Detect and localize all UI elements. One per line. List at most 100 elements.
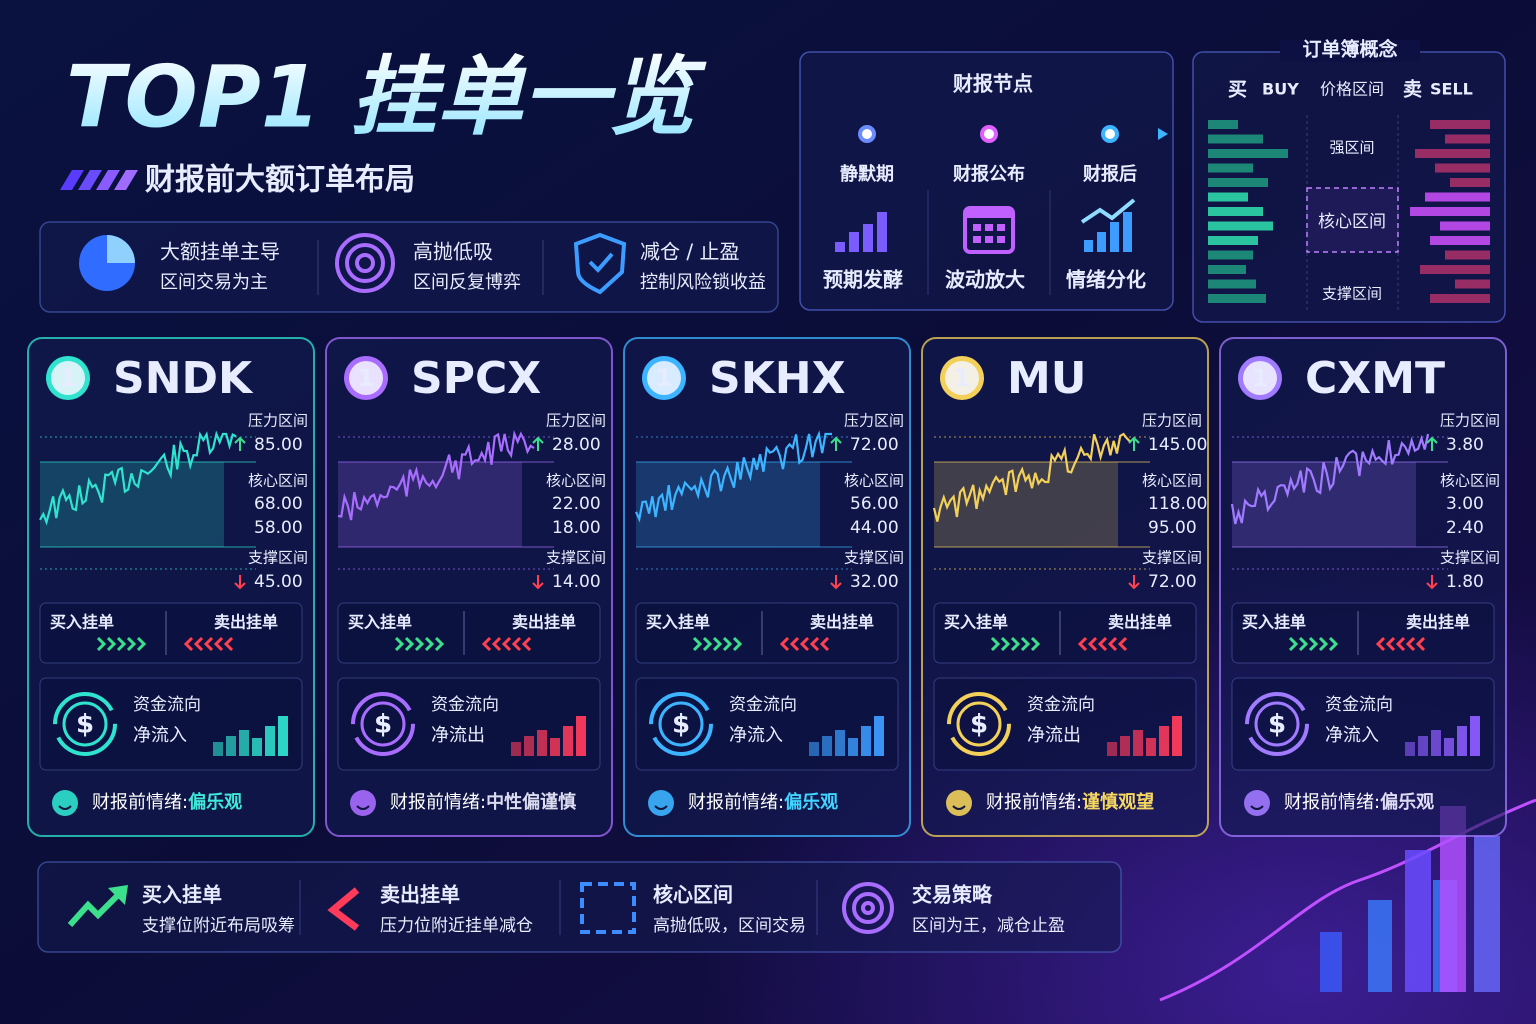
ticker: SKHX xyxy=(709,353,846,404)
chevron xyxy=(424,636,435,652)
feature-desc: 区间交易为主 xyxy=(160,272,268,293)
chevron xyxy=(203,636,214,652)
core-label: 核心区间 xyxy=(546,472,606,490)
sell-depth xyxy=(1415,149,1490,158)
sentiment-face xyxy=(1244,790,1270,816)
sentiment-smile xyxy=(1250,805,1264,810)
decoration xyxy=(1159,798,1536,1002)
core-low-value: 58.00 xyxy=(254,518,303,538)
chevron xyxy=(136,636,147,652)
calendar-cell xyxy=(973,224,981,231)
flow-bar xyxy=(563,726,573,756)
flow-bar xyxy=(239,730,249,756)
icon-bar xyxy=(1110,222,1119,252)
price-line xyxy=(39,430,237,526)
down-arrow xyxy=(830,575,842,590)
up-arrow xyxy=(1426,436,1438,451)
sentiment: 财报前情绪:偏乐观 xyxy=(92,791,242,813)
rank: 1 xyxy=(656,364,673,392)
flow-bar xyxy=(861,726,871,756)
feature-title: 减仓 / 止盈 xyxy=(640,240,739,264)
sentiment-value: 偏乐观 xyxy=(1380,791,1434,813)
buy-orders: 买入挂单 xyxy=(944,613,1008,632)
currency-symbol: $ xyxy=(1268,710,1286,740)
chevron xyxy=(702,636,713,652)
sell-depth xyxy=(1440,221,1490,231)
sell-depth xyxy=(1420,265,1490,274)
shield-icon xyxy=(573,232,627,295)
flow-icon xyxy=(947,692,1011,756)
ticker: SPCX xyxy=(411,353,541,404)
icon-bar xyxy=(877,212,887,252)
pressure-label: 压力区间 xyxy=(248,412,308,430)
stage-name: 静默期 xyxy=(840,163,894,185)
icon-bar xyxy=(849,232,859,252)
flow-icon-inner xyxy=(658,701,704,747)
legend-desc: 支撑位附近布局吸筹 xyxy=(142,916,295,936)
icon-bar xyxy=(1084,240,1093,252)
flow-bar xyxy=(848,738,858,756)
sell-orders: 卖出挂单 xyxy=(214,613,278,632)
timeline-panel xyxy=(799,51,1174,311)
pressure-value: 3.80 xyxy=(1446,435,1484,455)
support-label: 支撑区间 xyxy=(248,549,308,567)
chevron xyxy=(789,636,800,652)
sentiment: 财报前情绪:偏乐观 xyxy=(688,791,838,813)
down-arrow xyxy=(1426,575,1438,590)
buy-arrowhead xyxy=(108,885,128,905)
core-low-value: 2.40 xyxy=(1446,518,1484,538)
title: TOP1 挂单一览 xyxy=(66,47,707,147)
pressure-value: 28.00 xyxy=(552,435,601,455)
sentiment-smile xyxy=(58,805,72,810)
subtitle-stripes xyxy=(60,170,138,190)
pressure-value: 85.00 xyxy=(254,435,303,455)
flow-direction: 净流出 xyxy=(1027,725,1081,746)
core-band xyxy=(934,462,1118,547)
feature-title: 高抛低吸 xyxy=(413,240,493,264)
stripe xyxy=(96,170,120,190)
flow-direction: 净流入 xyxy=(1325,725,1379,746)
sell-depth xyxy=(1430,294,1490,303)
feature-desc: 区间反复博弈 xyxy=(413,272,521,293)
price-line xyxy=(1230,433,1430,525)
zone-label: 核心区间 xyxy=(1318,212,1386,232)
chevron xyxy=(1117,636,1128,652)
buy-depth xyxy=(1208,221,1273,231)
flow-bar xyxy=(1457,726,1467,756)
chevron xyxy=(213,636,224,652)
buy-orders: 买入挂单 xyxy=(646,613,710,632)
core-high-value: 68.00 xyxy=(254,494,303,514)
target-ring xyxy=(852,892,884,924)
chevron xyxy=(779,636,790,652)
flow-bar xyxy=(576,716,586,756)
flow-icon xyxy=(1245,692,1309,756)
up-arrow xyxy=(532,436,544,451)
chevron xyxy=(1308,636,1319,652)
ticker-card: 1 SNDK 压力区间 85.00 核心区间 68.00 58.00 支撑区间 45.00 买入挂… xyxy=(27,337,315,837)
core-label: 核心区间 xyxy=(844,472,904,490)
buy-depth xyxy=(1208,250,1253,260)
ticker-card: 1 SPCX 压力区间 28.00 核心区间 22.00 18.00 支撑区间 14.00 买入挂… xyxy=(325,337,613,837)
core-band xyxy=(338,462,522,547)
flow-bar xyxy=(1159,726,1169,756)
flow-bar xyxy=(1172,716,1182,756)
flow-bar xyxy=(1146,738,1156,756)
rank-badge-inner xyxy=(349,361,383,395)
currency-symbol: $ xyxy=(374,710,392,740)
sentiment-value: 偏乐观 xyxy=(188,791,242,813)
buy-en: BUY xyxy=(1262,80,1299,99)
stripe xyxy=(114,170,138,190)
feature-desc: 控制风险锁收益 xyxy=(640,272,766,293)
up-arrow xyxy=(234,436,246,451)
currency-symbol: $ xyxy=(970,710,988,740)
flow-bar xyxy=(1418,736,1428,756)
flow-icon xyxy=(649,692,713,756)
core-label: 核心区间 xyxy=(248,472,308,490)
ticker-card: 1 SKHX 压力区间 72.00 核心区间 56.00 44.00 支撑区间 32.00 买入挂… xyxy=(623,337,911,837)
chevron xyxy=(1375,636,1386,652)
chevron xyxy=(990,636,1001,652)
flow-bar xyxy=(1470,716,1480,756)
core-high-value: 22.00 xyxy=(552,494,601,514)
sentiment-label: 财报前情绪: xyxy=(1284,792,1380,813)
support-label: 支撑区间 xyxy=(1142,549,1202,567)
